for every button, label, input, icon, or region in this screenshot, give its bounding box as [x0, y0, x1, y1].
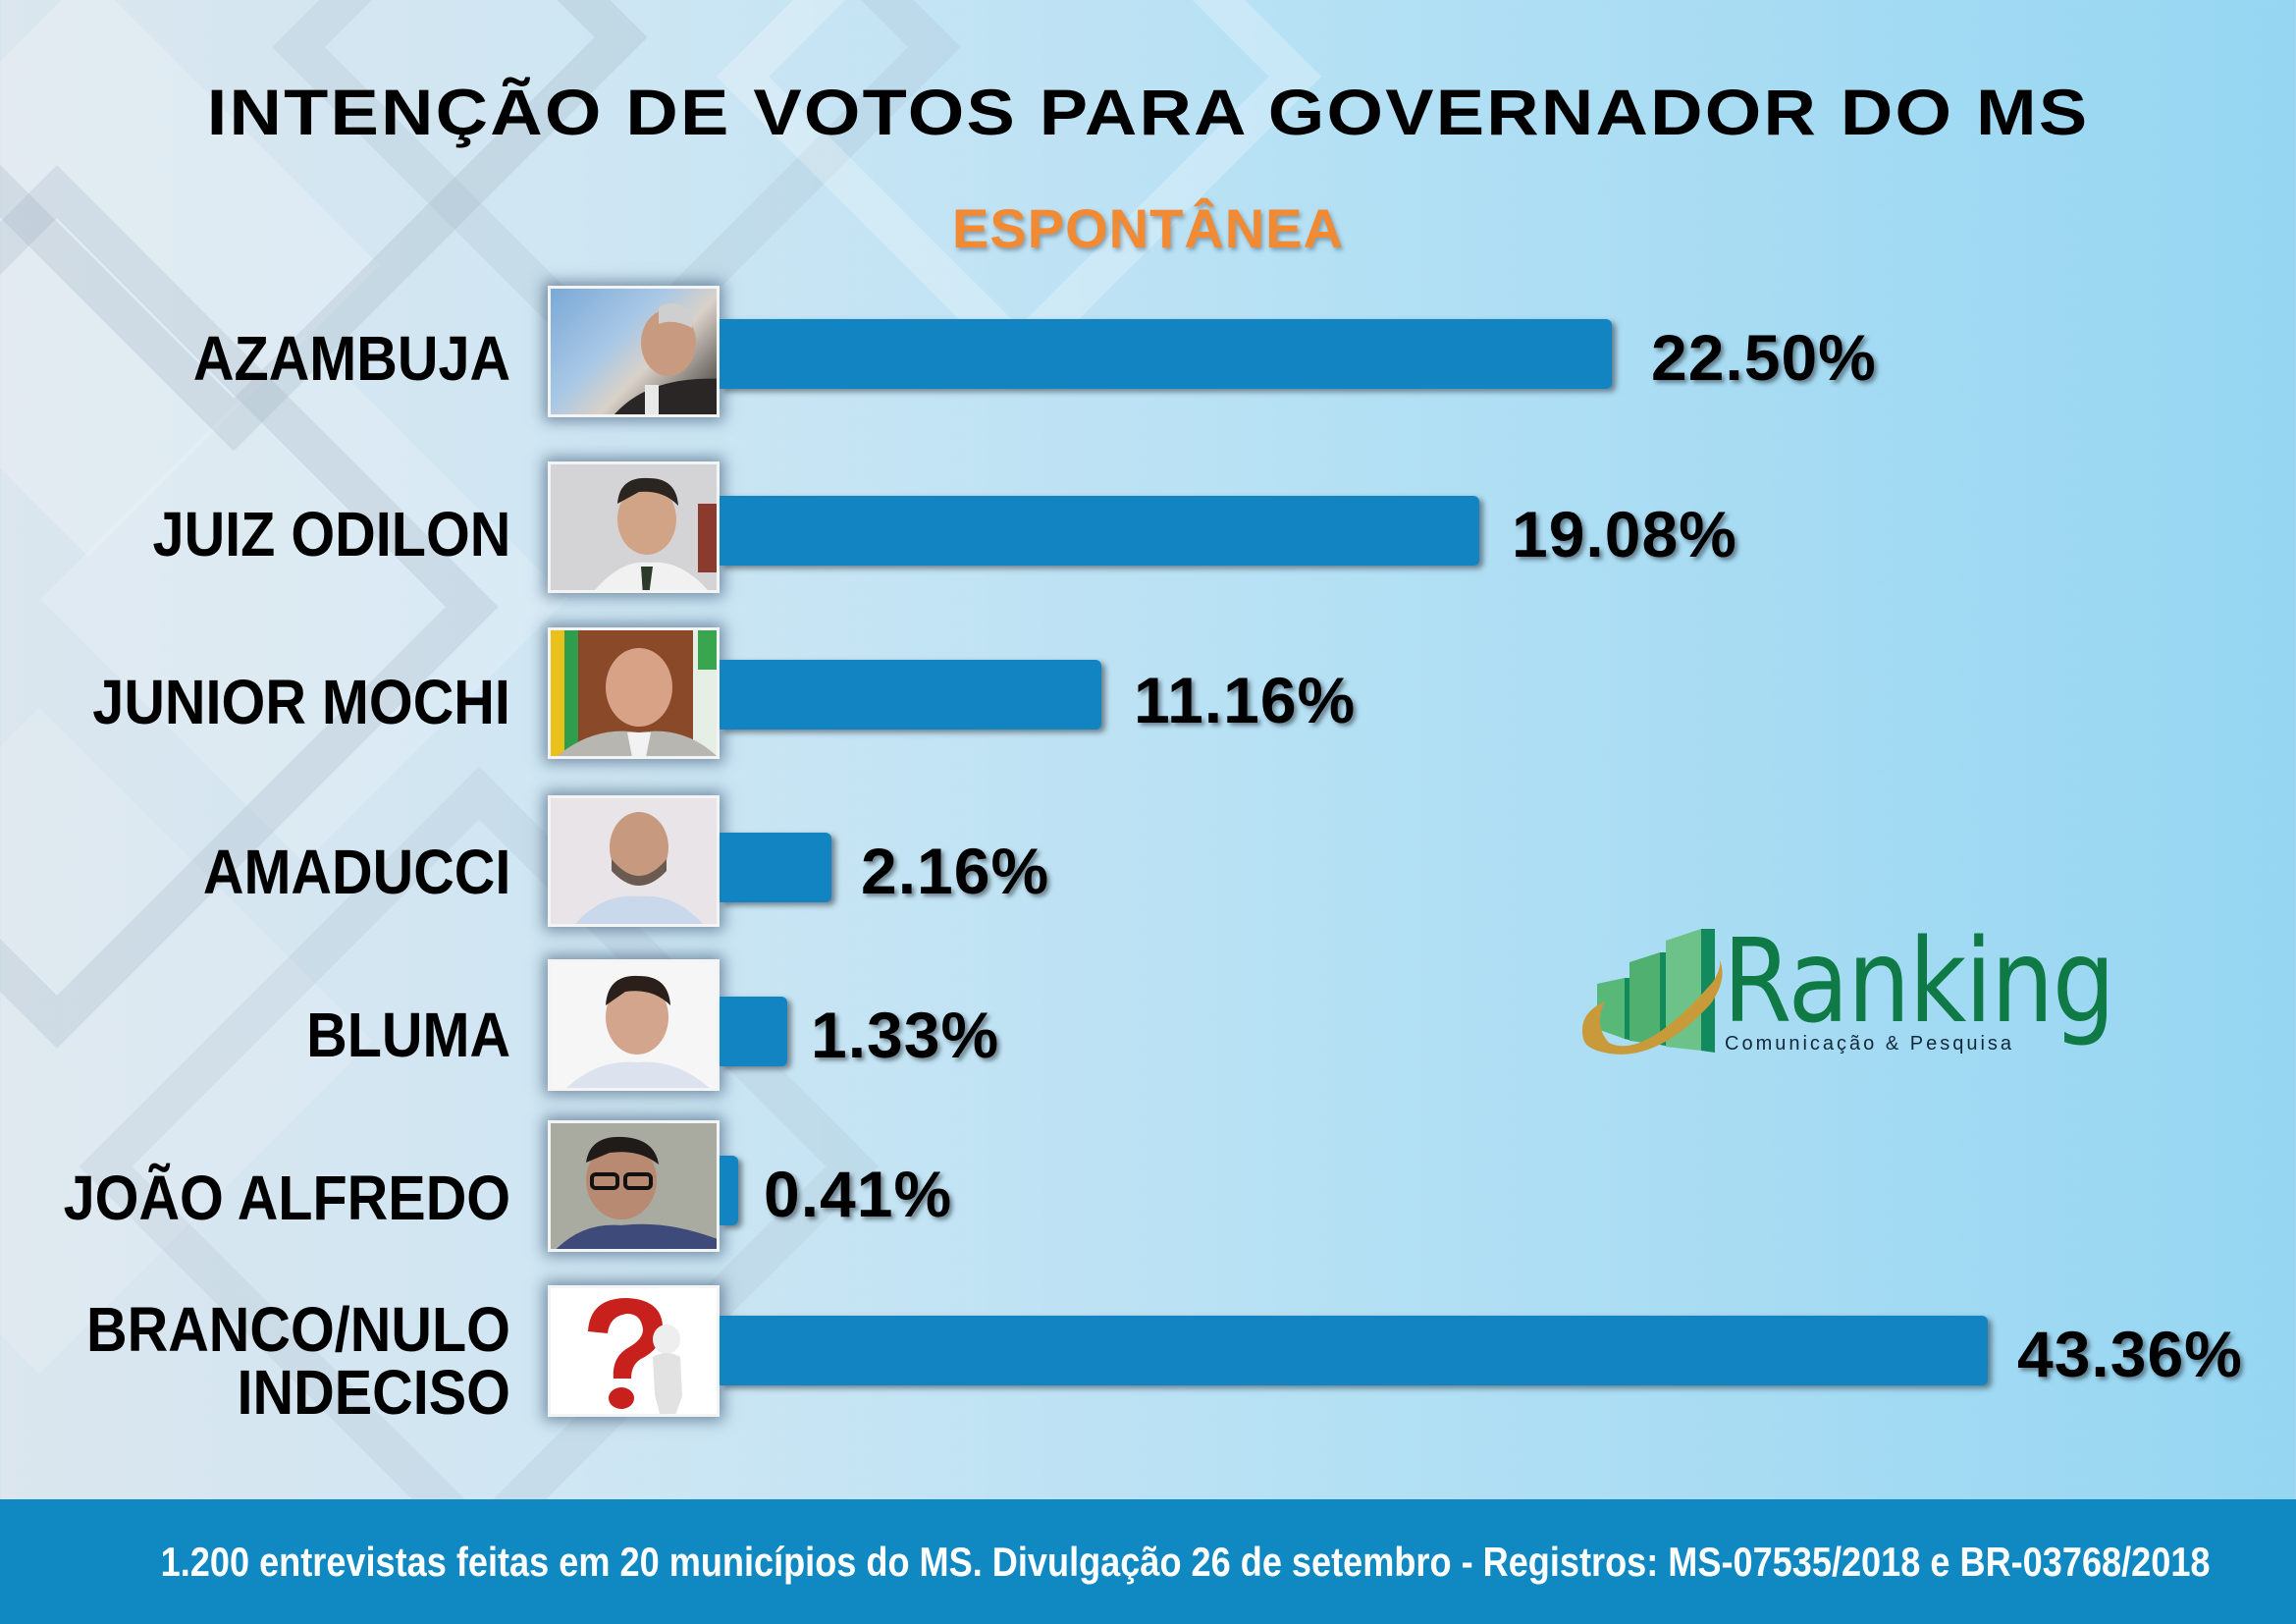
value-label: 22.50%	[1651, 321, 1877, 394]
value-label: 43.36%	[2017, 1318, 2243, 1390]
footer-note: 1.200 entrevistas feitas em 20 município…	[160, 1539, 2211, 1585]
candidate-name: BLUMA	[306, 1000, 510, 1070]
candidate-name: JOÃO ALFREDO	[63, 1163, 510, 1233]
value-label: 1.33%	[811, 999, 1000, 1071]
candidate-photo	[548, 795, 720, 927]
bar	[720, 1156, 738, 1225]
bar	[720, 319, 1612, 389]
candidate-photo	[548, 286, 720, 417]
value-label: 2.16%	[861, 835, 1050, 907]
footer-band: 1.200 entrevistas feitas em 20 município…	[0, 1499, 2296, 1624]
value-label: 11.16%	[1134, 664, 1357, 736]
logo-wordmark: Ranking	[1723, 913, 2115, 1049]
candidate-name: AMADUCCI	[202, 837, 510, 907]
candidate-photo	[548, 959, 720, 1091]
category-name-line1: BRANCO/NULO	[86, 1294, 510, 1365]
bar	[720, 1316, 1988, 1385]
category-name: BRANCO/NULO INDECISO	[86, 1298, 510, 1424]
question-mark-icon	[548, 1285, 720, 1417]
bar	[720, 997, 787, 1066]
logo-tagline: Comunicação & Pesquisa	[1725, 1033, 2015, 1055]
candidate-name: JUNIOR MOCHI	[92, 667, 510, 737]
category-name-line2: INDECISO	[237, 1357, 511, 1428]
bar	[720, 833, 831, 902]
bar	[720, 660, 1101, 730]
chart-subtitle: ESPONTÂNEA	[952, 197, 1344, 259]
candidate-photo	[548, 1120, 720, 1252]
chart-title: INTENÇÃO DE VOTOS PARA GOVERNADOR DO MS	[206, 76, 2090, 148]
bar	[720, 496, 1479, 566]
logo-bars-icon	[1581, 929, 1723, 1055]
value-label: 19.08%	[1512, 498, 1737, 570]
ranking-logo: Ranking Comunicação & Pesquisa	[1575, 923, 2115, 1060]
candidate-name: JUIZ ODILON	[152, 499, 510, 569]
value-label: 0.41%	[764, 1158, 953, 1230]
candidate-name: AZAMBUJA	[192, 323, 510, 394]
candidate-photo	[548, 627, 720, 759]
candidate-photo	[548, 461, 720, 593]
